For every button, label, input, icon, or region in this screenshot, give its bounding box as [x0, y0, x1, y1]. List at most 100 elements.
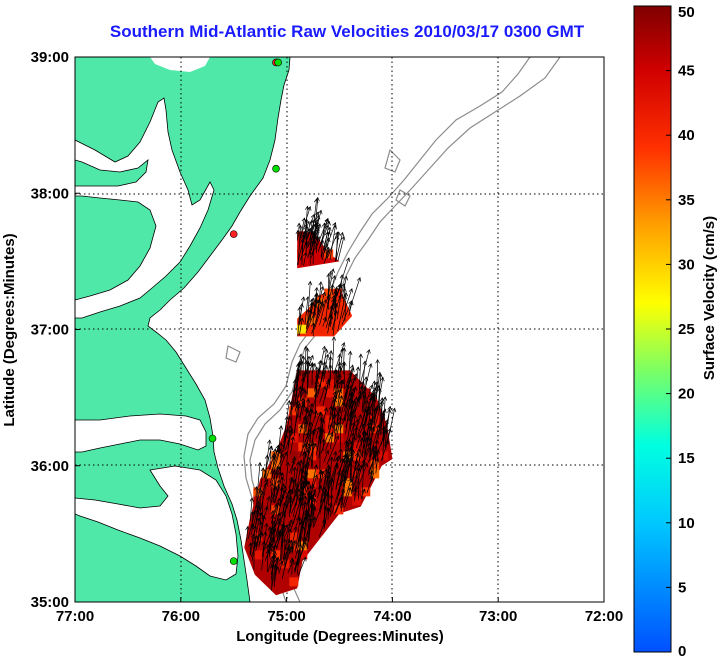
- velocity-vector-head: [286, 415, 292, 421]
- y-axis-label: Latitude (Degrees:Minutes): [1, 233, 18, 426]
- velocity-vector-head: [323, 365, 329, 370]
- velocity-vector: [345, 372, 352, 386]
- velocity-vector-head: [282, 485, 288, 491]
- velocity-vector-head: [343, 275, 348, 281]
- colorbar-tick-label: 25: [678, 321, 695, 338]
- colorbar-label: Surface Velocity (cm/s): [701, 216, 718, 380]
- velocity-vector-head: [357, 395, 362, 400]
- velocity-vector: [270, 551, 276, 575]
- velocity-vector: [336, 294, 342, 320]
- velocity-vector: [324, 505, 327, 518]
- velocity-vector-head: [307, 206, 312, 211]
- velocity-vector: [333, 342, 345, 375]
- velocity-vector-head: [291, 456, 297, 461]
- velocity-vector-head: [325, 353, 330, 359]
- velocity-vector: [311, 236, 318, 255]
- velocity-vector: [270, 504, 277, 524]
- velocity-vector-head: [354, 459, 359, 465]
- velocity-vector-head: [331, 413, 337, 418]
- velocity-vector: [298, 492, 303, 520]
- velocity-vector: [334, 287, 338, 316]
- velocity-vector-head: [378, 373, 383, 378]
- velocity-vector-head: [354, 474, 359, 480]
- velocity-vector-head: [313, 236, 319, 241]
- velocity-vector-head: [309, 301, 314, 307]
- velocity-vector: [343, 288, 346, 302]
- velocity-vector-head: [340, 457, 345, 463]
- velocity-cell: [316, 406, 326, 416]
- velocity-vector: [373, 402, 383, 432]
- velocity-vector: [265, 455, 268, 480]
- velocity-vector: [282, 540, 292, 563]
- velocity-vector-head: [339, 231, 345, 237]
- velocity-vector-head: [348, 392, 353, 398]
- velocity-vector-head: [271, 452, 277, 458]
- velocity-vector: [290, 437, 294, 454]
- velocity-vector-head: [312, 488, 317, 494]
- velocity-vector: [335, 373, 341, 396]
- velocity-cell: [343, 478, 353, 488]
- velocity-vector: [312, 287, 318, 323]
- velocity-vector-head: [269, 482, 275, 487]
- velocity-vector-head: [375, 358, 380, 364]
- velocity-vector-head: [305, 432, 310, 437]
- velocity-vector-head: [357, 414, 362, 419]
- velocity-vector: [326, 232, 338, 259]
- velocity-vector-head: [314, 286, 319, 292]
- velocity-vector: [315, 426, 320, 439]
- velocity-vector: [276, 527, 285, 548]
- velocity-vector-head: [279, 560, 284, 566]
- velocity-vector: [330, 391, 336, 408]
- velocity-vector: [315, 367, 318, 392]
- velocity-vector: [335, 496, 343, 514]
- velocity-vector: [299, 512, 308, 535]
- velocity-vector: [342, 347, 345, 375]
- velocity-vector-head: [296, 222, 302, 227]
- velocity-vector: [343, 402, 348, 412]
- velocity-vector: [301, 234, 304, 266]
- velocity-vector: [305, 241, 308, 254]
- velocity-vector-head: [323, 348, 329, 353]
- velocity-vector: [295, 460, 302, 497]
- velocity-vector-head: [275, 483, 281, 489]
- velocity-region-south-patch: [244, 370, 393, 596]
- velocity-vector-head: [323, 504, 328, 510]
- velocity-vector-head: [320, 498, 325, 504]
- velocity-vector-head: [304, 408, 309, 413]
- colorbar-tick-label: 15: [678, 450, 695, 467]
- velocity-vector-head: [345, 257, 351, 262]
- velocity-vector-head: [259, 530, 264, 536]
- velocity-vector-head: [280, 476, 285, 481]
- velocity-vector-head: [325, 506, 330, 512]
- velocity-vector-head: [267, 526, 273, 531]
- velocity-vector: [375, 458, 379, 469]
- y-tick-label: 35:00: [31, 594, 69, 611]
- velocity-vector: [346, 438, 350, 459]
- velocity-vector: [293, 403, 301, 433]
- velocity-vector: [299, 206, 311, 240]
- velocity-vector: [292, 387, 296, 410]
- velocity-vector-head: [331, 420, 337, 425]
- velocity-vector: [317, 370, 324, 395]
- colorbar-tick-label: 50: [678, 4, 695, 21]
- velocity-vector: [369, 381, 378, 416]
- velocity-vector-head: [275, 465, 280, 471]
- velocity-vector-head: [292, 540, 297, 545]
- velocity-vector: [280, 443, 282, 472]
- velocity-vector-head: [252, 540, 257, 546]
- velocity-vector-head: [278, 442, 284, 447]
- velocity-vector-head: [266, 495, 271, 501]
- velocity-vector: [289, 379, 296, 416]
- velocity-vector: [250, 523, 254, 536]
- velocity-vector: [328, 350, 332, 373]
- velocity-cell: [297, 249, 307, 259]
- velocity-vector: [266, 545, 269, 572]
- velocity-vector-head: [288, 539, 293, 545]
- velocity-vector-head: [295, 461, 301, 466]
- velocity-vector: [351, 414, 356, 452]
- velocity-vector: [312, 507, 316, 517]
- velocity-vector: [327, 406, 332, 430]
- velocity-vector-head: [309, 408, 314, 413]
- velocity-vector: [255, 504, 260, 526]
- velocity-vector: [318, 292, 326, 315]
